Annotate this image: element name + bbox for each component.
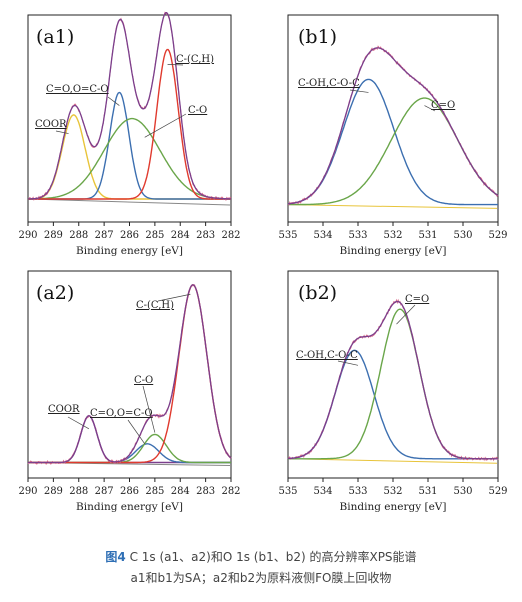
peak-annotation: C-OH,C-O-C [296,350,358,361]
annotation-leader [396,304,416,325]
background-line [28,198,231,206]
peak-annotation: C=O [431,100,455,111]
fitted-envelope [28,284,232,464]
x-tick-label: 288 [69,486,88,497]
annotation-leader [337,360,359,366]
x-tick-label: 289 [44,486,63,497]
peak-annotation: COOR [48,404,80,415]
peak-annotation: C=O,O=C-O [90,408,153,419]
x-axis-label: Binding energy [eV] [76,501,183,513]
peak-annotation: C-(C,H) [136,300,174,311]
x-tick-label: 285 [145,230,164,241]
x-tick-label: 284 [171,230,190,241]
x-tick-label: 529 [488,230,507,241]
x-tick-label: 529 [488,486,507,497]
x-tick-label: 287 [95,230,114,241]
peak-curve-0 [287,349,498,460]
x-tick-label: 533 [348,486,367,497]
panel-label: (a2) [36,282,74,304]
fitted-envelope [288,300,498,460]
peak-curve-3 [28,48,231,200]
peak-curve-2 [28,117,231,200]
chart-panel-b2: 535 534 533 532 531 530 529 Binding energy [eV]… [278,270,508,513]
peak-curve-1 [288,97,499,206]
x-tick-label: 530 [453,486,472,497]
x-tick-label: 282 [221,486,240,497]
figure-caption: 图4 C 1s (a1、a2)和O 1s (b1、b2) 的高分辨率XPS能谱 … [0,547,522,589]
x-tick-label: 285 [145,486,164,497]
x-tick-label: 533 [348,230,367,241]
x-axis-label: Binding energy [eV] [340,245,447,257]
x-tick-label: 289 [44,230,63,241]
panel-label: (a1) [36,26,74,48]
annotation-leader [127,419,146,445]
x-tick-label: 532 [383,230,402,241]
x-tick-label: 532 [383,486,402,497]
x-tick-label: 286 [120,486,139,497]
chart-panel-b1: 535 534 533 532 531 530 529 Binding energy [eV]… [278,14,508,257]
peak-curve-2 [28,433,231,464]
annotation-leader [157,293,191,302]
x-tick-label: 283 [196,230,215,241]
x-tick-label: 283 [196,486,215,497]
background-line [288,458,498,464]
peak-annotation: C-(C,H) [176,54,214,65]
panel-label: (b2) [298,282,337,304]
x-tick-label: 287 [95,486,114,497]
peak-annotation: COOR [35,119,67,130]
caption-line-2: a1和b1为SA；a2和b2为原料液侧FO膜上回收物 [130,571,392,585]
background-line [288,204,498,209]
x-tick-label: 534 [313,230,332,241]
peak-curve-1 [288,308,498,460]
annotation-leader [167,64,184,66]
raw-spectrum [287,298,499,462]
x-tick-label: 534 [313,486,332,497]
chart-panel-a1: 290 289 288 287 286 285 284 283 282 Binding energ… [18,11,241,257]
peak-annotation: C-O [134,375,153,386]
annotation-leader [107,96,120,106]
x-tick-label: 282 [221,230,240,241]
x-tick-label: 284 [171,486,190,497]
chart-panel-a2: 290 289 288 287 286 285 284 283 282 Binding energ… [18,270,241,513]
x-tick-label: 530 [453,230,472,241]
panel-label: (b1) [298,26,337,48]
x-tick-label: 531 [418,486,437,497]
caption-line-1: C 1s (a1、a2)和O 1s (b1、b2) 的高分辨率XPS能谱 [125,550,417,564]
x-tick-label: 288 [69,230,88,241]
annotation-leader [67,416,90,430]
caption-figure-label: 图4 [105,550,126,564]
annotation-leader [142,385,156,433]
x-tick-label: 286 [120,230,139,241]
x-tick-label: 290 [18,230,37,241]
x-axis-label: Binding energy [eV] [76,245,183,257]
annotation-leader [349,89,369,93]
peak-annotation: C-OH,C-O-C [298,78,360,89]
annotation-leader [55,130,69,134]
peak-annotation: C-O [188,105,207,116]
x-tick-label: 535 [278,486,297,497]
x-tick-label: 531 [418,230,437,241]
fitted-envelope [28,12,231,200]
peak-annotation: C=O,O=C-O [46,84,109,95]
fitted-envelope [287,47,499,205]
x-tick-label: 290 [18,486,37,497]
x-tick-label: 535 [278,230,297,241]
peak-annotation: C=O [405,294,429,305]
annotation-leader [424,105,436,112]
annotation-leader [144,113,187,138]
x-axis-label: Binding energy [eV] [340,501,447,513]
